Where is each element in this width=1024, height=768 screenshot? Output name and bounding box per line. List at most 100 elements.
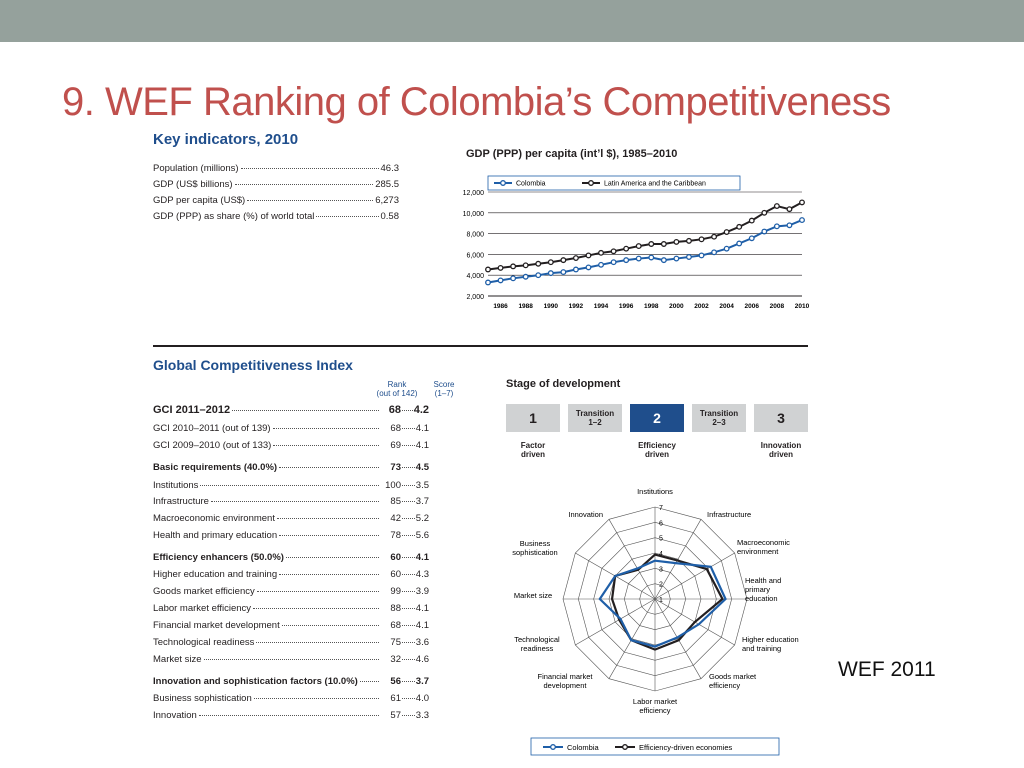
- gci-rank: 100: [385, 480, 401, 491]
- gci-score: 4.1: [415, 620, 429, 631]
- leader-dots: [281, 625, 379, 626]
- gci-label: Financial market development: [153, 620, 280, 631]
- score-column-header: Score (1–7): [424, 380, 464, 398]
- gdp-x-tick-label: 1994: [594, 303, 609, 310]
- gdp-data-point: [761, 228, 768, 235]
- key-indicator-label: Population (millions): [153, 163, 239, 174]
- gci-rank: 68: [390, 620, 401, 631]
- gci-row: Financial market development 68 4.1: [153, 620, 429, 631]
- gdp-data-point: [560, 269, 567, 276]
- leader-dots: [402, 659, 415, 660]
- gci-label: Labor market efficiency: [153, 603, 252, 614]
- gdp-data-point: [610, 259, 617, 266]
- key-indicator-row: GDP per capita (US$) 6,273: [153, 195, 399, 206]
- radar-axis-label: Business sophistication: [512, 539, 557, 557]
- gci-rank: 85: [390, 496, 401, 507]
- gci-score: 4.1: [415, 440, 429, 451]
- gdp-data-point: [660, 241, 667, 247]
- key-indicator-value: 46.3: [380, 163, 400, 174]
- leader-dots: [200, 485, 379, 486]
- gdp-data-point: [535, 272, 542, 279]
- leader-dots: [247, 200, 374, 201]
- leader-dots: [402, 428, 415, 429]
- leader-dots: [253, 698, 379, 699]
- gdp-data-point: [585, 264, 592, 271]
- leader-dots: [203, 659, 379, 660]
- radar-axis-label: Financial market development: [537, 672, 593, 690]
- leader-dots: [402, 715, 415, 716]
- key-indicator-row: GDP (US$ billions) 285.5: [153, 179, 399, 190]
- radar-scale-label: 4: [659, 551, 663, 558]
- gdp-data-point: [748, 235, 755, 242]
- gci-row: Institutions 100 3.5: [153, 480, 429, 491]
- gci-score: 4.5: [415, 462, 429, 473]
- leader-dots: [285, 557, 379, 558]
- key-indicator-row: GDP (PPP) as share (%) of world total 0.5…: [153, 211, 399, 222]
- rank-sub: (out of 142): [376, 389, 418, 398]
- gdp-x-tick-label: 1996: [619, 303, 634, 310]
- gdp-data-point: [799, 217, 805, 224]
- gdp-data-point: [522, 262, 529, 269]
- gdp-legend-label: Latin America and the Caribbean: [604, 181, 706, 188]
- radar-legend-label: Colombia: [567, 743, 600, 752]
- gdp-x-tick-label: 2000: [669, 303, 684, 310]
- radar-legend-box: [530, 737, 780, 756]
- leader-dots: [402, 501, 415, 502]
- leader-dots: [276, 518, 379, 519]
- leader-dots: [402, 591, 415, 592]
- radar-axis-label: Health and primary education: [745, 576, 781, 603]
- gci-label: GCI 2010–2011 (out of 139): [153, 423, 271, 434]
- gdp-data-point: [786, 222, 793, 229]
- gdp-data-point: [660, 257, 667, 264]
- gdp-data-point: [698, 236, 705, 243]
- radar-spoke: [575, 598, 656, 646]
- gci-score: 4.1: [415, 603, 429, 614]
- gdp-data-point: [635, 243, 642, 250]
- gci-rank: 56: [390, 676, 401, 687]
- gdp-legend-marker: [588, 180, 594, 186]
- radar-legend-marker: [622, 744, 628, 750]
- gdp-legend-label: Colombia: [516, 181, 546, 188]
- gci-row: Business sophistication 61 4.0: [153, 693, 429, 704]
- gci-label: Basic requirements (40.0%): [153, 462, 278, 473]
- slide-title: 9. WEF Ranking of Colombia’s Competitive…: [62, 80, 891, 124]
- radar-spoke: [608, 519, 656, 600]
- gdp-data-point: [673, 255, 680, 262]
- radar-spoke: [654, 598, 702, 679]
- leader-dots: [402, 574, 415, 575]
- gci-rank: 60: [390, 552, 401, 563]
- radar-legend-marker: [550, 744, 556, 750]
- gdp-data-point: [598, 261, 604, 268]
- gci-rank: 68: [388, 404, 401, 416]
- gdp-data-point: [686, 254, 692, 260]
- key-indicators-heading: Key indicators, 2010: [153, 131, 299, 148]
- radar-axis-label: Goods market efficiency: [709, 672, 757, 690]
- gdp-data-point: [723, 229, 730, 235]
- leader-dots: [253, 608, 379, 609]
- gdp-data-point: [535, 260, 542, 267]
- gdp-data-point: [635, 255, 642, 262]
- gci-label: Infrastructure: [153, 496, 209, 507]
- stage-heading: Stage of development: [506, 378, 621, 390]
- gci-label: Technological readiness: [153, 637, 255, 648]
- gdp-data-point: [485, 279, 491, 286]
- leader-dots: [402, 681, 415, 682]
- score-head: Score: [433, 380, 455, 389]
- gci-row: Labor market efficiency 88 4.1: [153, 603, 429, 614]
- gdp-data-point: [786, 206, 793, 213]
- gci-row: Innovation and sophistication factors (1…: [153, 676, 429, 687]
- gdp-y-tick-label: 10,000: [463, 211, 485, 218]
- gci-row: Higher education and training 60 4.3: [153, 569, 429, 580]
- gdp-data-point: [510, 263, 517, 270]
- leader-dots: [256, 591, 379, 592]
- radar-axis-label: Innovation: [568, 510, 603, 519]
- gdp-data-point: [598, 249, 604, 256]
- leader-dots: [402, 625, 415, 626]
- gdp-data-point: [572, 266, 579, 273]
- gdp-series-line: [487, 219, 803, 284]
- gci-rank: 32: [390, 654, 401, 665]
- gci-heading: Global Competitiveness Index: [153, 357, 353, 373]
- score-sub: (1–7): [434, 389, 454, 398]
- radar-axis-label: Higher education and training: [742, 635, 799, 653]
- gdp-y-tick-label: 8,000: [466, 232, 484, 239]
